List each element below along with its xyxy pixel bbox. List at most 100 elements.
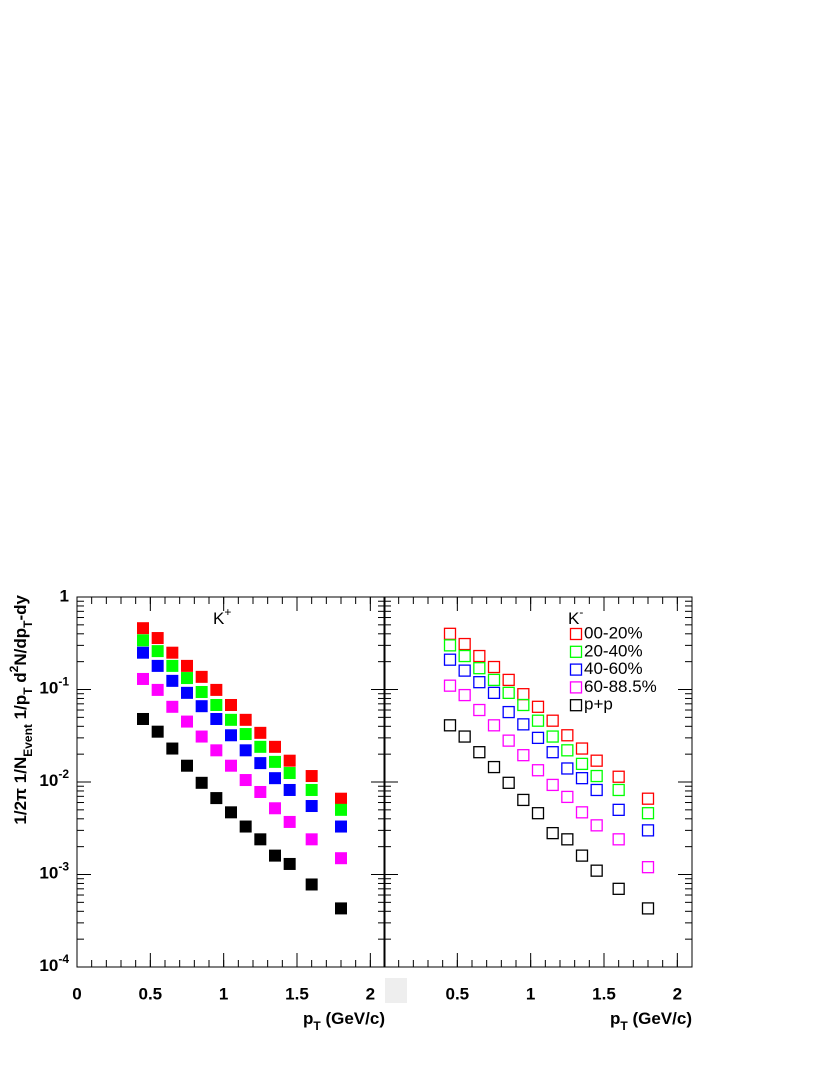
marker	[137, 634, 149, 647]
marker	[254, 740, 267, 753]
legend-label: 40-60%	[584, 659, 643, 678]
marker	[458, 688, 471, 702]
marker	[546, 826, 559, 840]
panel-label-base: K	[213, 609, 225, 628]
x-tick-label: 1.5	[592, 984, 616, 1003]
marker	[166, 700, 179, 713]
y-tick-label: 10-1	[39, 675, 69, 698]
marker	[239, 774, 252, 787]
marker	[283, 857, 296, 870]
x-axis-title: pT (GeV/c)	[610, 1009, 692, 1033]
marker	[458, 664, 471, 677]
marker	[575, 806, 589, 819]
marker	[151, 632, 164, 645]
marker	[458, 730, 471, 743]
x-axis-title-part: p	[303, 1009, 313, 1028]
marker	[531, 764, 545, 777]
marker	[612, 803, 625, 816]
marker	[458, 649, 471, 663]
marker	[531, 807, 545, 820]
x-tick-label: 2	[366, 984, 375, 1003]
panel-label-sup: +	[224, 605, 231, 619]
marker	[181, 659, 193, 672]
marker	[137, 672, 149, 685]
marker	[612, 783, 625, 797]
x-axis-title-part: p	[610, 1009, 620, 1028]
marker	[239, 728, 252, 741]
marker	[151, 659, 164, 672]
marker	[443, 653, 457, 666]
marker	[283, 783, 296, 796]
marker	[502, 673, 515, 687]
marker	[517, 718, 530, 731]
y-axis-title-part: 1/p	[11, 695, 30, 724]
marker	[225, 713, 237, 726]
legend-label: 20-40%	[584, 641, 643, 660]
marker	[166, 742, 179, 755]
marker	[612, 833, 625, 846]
y-tick-label: 1	[60, 586, 69, 605]
marker	[561, 729, 574, 742]
marker	[575, 757, 589, 771]
marker	[210, 792, 223, 805]
legend-marker	[569, 645, 583, 658]
marker	[254, 757, 267, 770]
marker	[641, 824, 655, 837]
marker	[531, 714, 545, 727]
marker	[210, 683, 223, 696]
marker	[195, 700, 208, 713]
marker	[181, 672, 193, 685]
legend-label: 60-88.5%	[584, 677, 657, 696]
legend-marker	[569, 699, 583, 712]
marker	[641, 861, 655, 874]
marker	[473, 746, 486, 759]
y-axis-title-part: T	[21, 620, 35, 628]
marker	[641, 902, 655, 915]
marker	[487, 673, 501, 687]
y-tick-base: 10	[39, 679, 58, 698]
panel-label-base: K	[568, 609, 580, 628]
x-axis-title-part: T	[620, 1019, 628, 1033]
marker	[269, 755, 281, 768]
marker	[151, 725, 164, 738]
marker	[181, 759, 193, 772]
marker	[502, 686, 515, 699]
y-tick-label: 10-2	[39, 767, 69, 790]
marker	[335, 792, 347, 805]
y-tick-base: 10	[39, 864, 58, 883]
marker	[502, 705, 515, 719]
marker	[269, 802, 281, 815]
marker	[590, 769, 603, 783]
marker	[335, 852, 347, 865]
marker	[561, 790, 574, 804]
marker	[487, 686, 501, 699]
x-tick-label: 0.5	[139, 984, 163, 1003]
x-axis-title: pT (GeV/c)	[303, 1009, 385, 1033]
x-axis-title-part: (GeV/c)	[321, 1009, 385, 1028]
marker	[269, 849, 281, 862]
marker	[151, 683, 164, 696]
marker	[502, 776, 515, 789]
y-axis-title-part: Event	[21, 724, 35, 757]
marker	[195, 776, 208, 789]
marker	[590, 819, 603, 832]
y-tick-base: 10	[39, 771, 58, 790]
marker	[195, 685, 208, 698]
marker	[181, 686, 193, 699]
marker	[210, 712, 223, 725]
marker	[225, 729, 237, 742]
legend-marker	[569, 627, 583, 641]
marker	[546, 778, 559, 792]
marker	[335, 803, 347, 816]
marker	[254, 726, 267, 739]
marker	[305, 783, 318, 796]
legend-marker	[569, 681, 583, 694]
marker	[305, 833, 318, 846]
blank-patch	[385, 978, 407, 1003]
marker	[239, 713, 252, 726]
marker	[195, 670, 208, 683]
x-tick-label: 1	[526, 984, 535, 1003]
marker	[137, 622, 149, 635]
y-axis-title-part: d	[11, 672, 30, 687]
